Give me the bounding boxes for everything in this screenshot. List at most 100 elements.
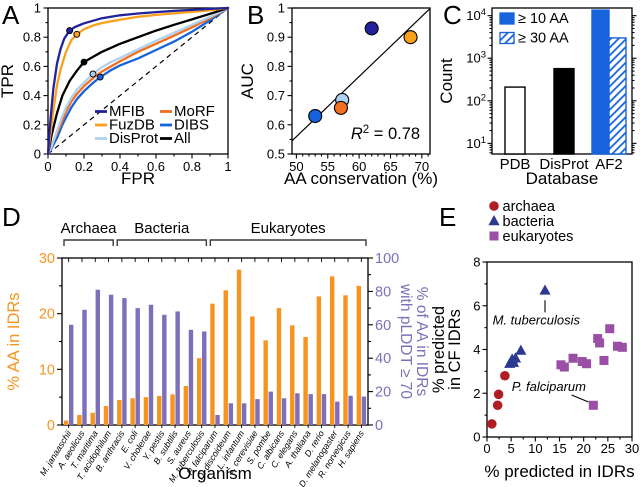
roc-curve-fuzdb (46, 6, 230, 156)
legend-label-all: All (174, 130, 191, 147)
bar-plddt (295, 393, 300, 425)
svg-text:60: 60 (375, 318, 391, 334)
legend-label: ≥ 10 AA (518, 11, 569, 27)
svg-text:0.8: 0.8 (267, 59, 285, 74)
point-bacteria (515, 344, 527, 355)
legend-label: ≥ 30 AA (518, 31, 569, 47)
bar-disprot (553, 67, 575, 155)
point-archaea (487, 419, 497, 429)
bar-idr (103, 406, 109, 425)
legend-marker-eukaryotes (489, 231, 499, 241)
bar-idr (90, 412, 95, 425)
svg-text:10: 10 (528, 441, 542, 456)
svg-text:8: 8 (473, 255, 480, 270)
svg-text:with pLDDT ≥ 70: with pLDDT ≥ 70 (397, 283, 414, 399)
legend-label-mfib: MFIB (109, 103, 145, 120)
legend-label-bacteria: bacteria (503, 214, 556, 230)
point-archaea (492, 400, 503, 411)
roc-marker-fuzdb (73, 30, 81, 38)
svg-text:30: 30 (625, 441, 639, 456)
legend-swatch-hatched (499, 31, 515, 45)
bar-plddt (215, 414, 220, 425)
bar-plddt (122, 298, 127, 425)
legend-label-dibs: DIBS (174, 117, 209, 134)
bar-af2-30aa (608, 37, 627, 155)
bar-idr (276, 308, 282, 425)
bar-plddt (162, 314, 167, 425)
svg-text:40: 40 (375, 351, 391, 367)
bar-idr (210, 303, 215, 425)
group-bracket-archaea (63, 239, 114, 246)
r-squared-label: R2 = 0.78 (351, 124, 420, 143)
panel-label-e: E (439, 202, 457, 232)
legend-label-eukaryotes: eukaryotes (503, 229, 574, 245)
svg-text:0: 0 (483, 441, 490, 456)
svg-text:1: 1 (224, 159, 231, 174)
bar-idr (130, 398, 135, 425)
svg-text:25: 25 (601, 441, 615, 456)
svg-text:0.8: 0.8 (23, 30, 41, 45)
bar-af2 (591, 9, 610, 155)
svg-text:AA conservation (%): AA conservation (%) (284, 169, 438, 188)
svg-text:60: 60 (352, 159, 366, 174)
bar-plddt (82, 309, 87, 425)
legend-marker-archaea (489, 201, 499, 211)
bar-idr (157, 396, 162, 425)
roc-marker-disprot (89, 70, 97, 78)
svg-text:% predicted: % predicted (430, 306, 448, 393)
svg-text:Organism: Organism (178, 464, 252, 483)
svg-text:0.8: 0.8 (183, 159, 201, 174)
bar-plddt (69, 324, 74, 425)
legend-label-disprot: DisProt (109, 130, 159, 147)
point-eukaryotes (595, 338, 605, 348)
group-label-archaea: Archaea (61, 220, 118, 237)
bar-idr (77, 414, 82, 425)
svg-text:2: 2 (473, 386, 480, 401)
roc-curve-mfib (46, 6, 230, 156)
bar-idr (170, 394, 175, 425)
point-mfib (364, 21, 379, 36)
point-eukaryotes (613, 341, 622, 351)
bar-plddt (308, 394, 313, 425)
panel-c-bar-chart: 101 102 103 104 PDB DisProt AF2 ≥ 10 AA ≥ 30 AA D… (437, 7, 637, 188)
point-archaea (493, 389, 504, 400)
svg-text:0.6: 0.6 (147, 159, 165, 174)
roc-curve-dibs (46, 6, 230, 156)
point-bacteria (539, 284, 551, 295)
svg-text:100: 100 (375, 251, 399, 267)
bar-plddt (175, 311, 180, 425)
legend-label-fuzdb: FuzDB (109, 117, 155, 134)
bar-idr (223, 290, 228, 425)
group-label-bacteria: Bacteria (134, 220, 190, 237)
bar-idr (356, 285, 361, 425)
roc-marker-mfib (66, 27, 74, 35)
xtick-disprot: DisProt (539, 156, 589, 173)
svg-text:0: 0 (44, 159, 51, 174)
bar-plddt (281, 398, 287, 425)
legend-label-morf: MoRF (174, 103, 215, 120)
svg-text:103: 103 (466, 50, 486, 66)
point-dibs (308, 108, 323, 124)
bar-idr (316, 296, 322, 425)
panel-b-scatter-chart: 50 55 60 65 70 0.5 0.6 0.7 0.8 0.9 1 R2 = 0.78 AA co… (238, 1, 438, 189)
panel-label-d: D (2, 202, 21, 232)
annotation-label: P. falciparum (512, 379, 586, 394)
svg-text:20: 20 (576, 441, 590, 456)
bar-idr (117, 399, 122, 425)
group-bracket-eukaryotes (209, 239, 367, 246)
svg-text:104: 104 (466, 7, 486, 23)
svg-text:15: 15 (552, 441, 566, 456)
svg-text:in CF IDRs: in CF IDRs (446, 309, 464, 390)
bar-idr (63, 420, 69, 425)
svg-text:FPR: FPR (121, 169, 155, 188)
bar-plddt (361, 396, 367, 425)
svg-text:30: 30 (39, 251, 55, 267)
bar-plddt (241, 403, 247, 425)
bar-idr (290, 325, 295, 425)
svg-text:0: 0 (34, 147, 41, 162)
annotation-leader (571, 394, 589, 403)
bar-plddt (135, 308, 140, 425)
svg-text:0.4: 0.4 (111, 159, 129, 174)
